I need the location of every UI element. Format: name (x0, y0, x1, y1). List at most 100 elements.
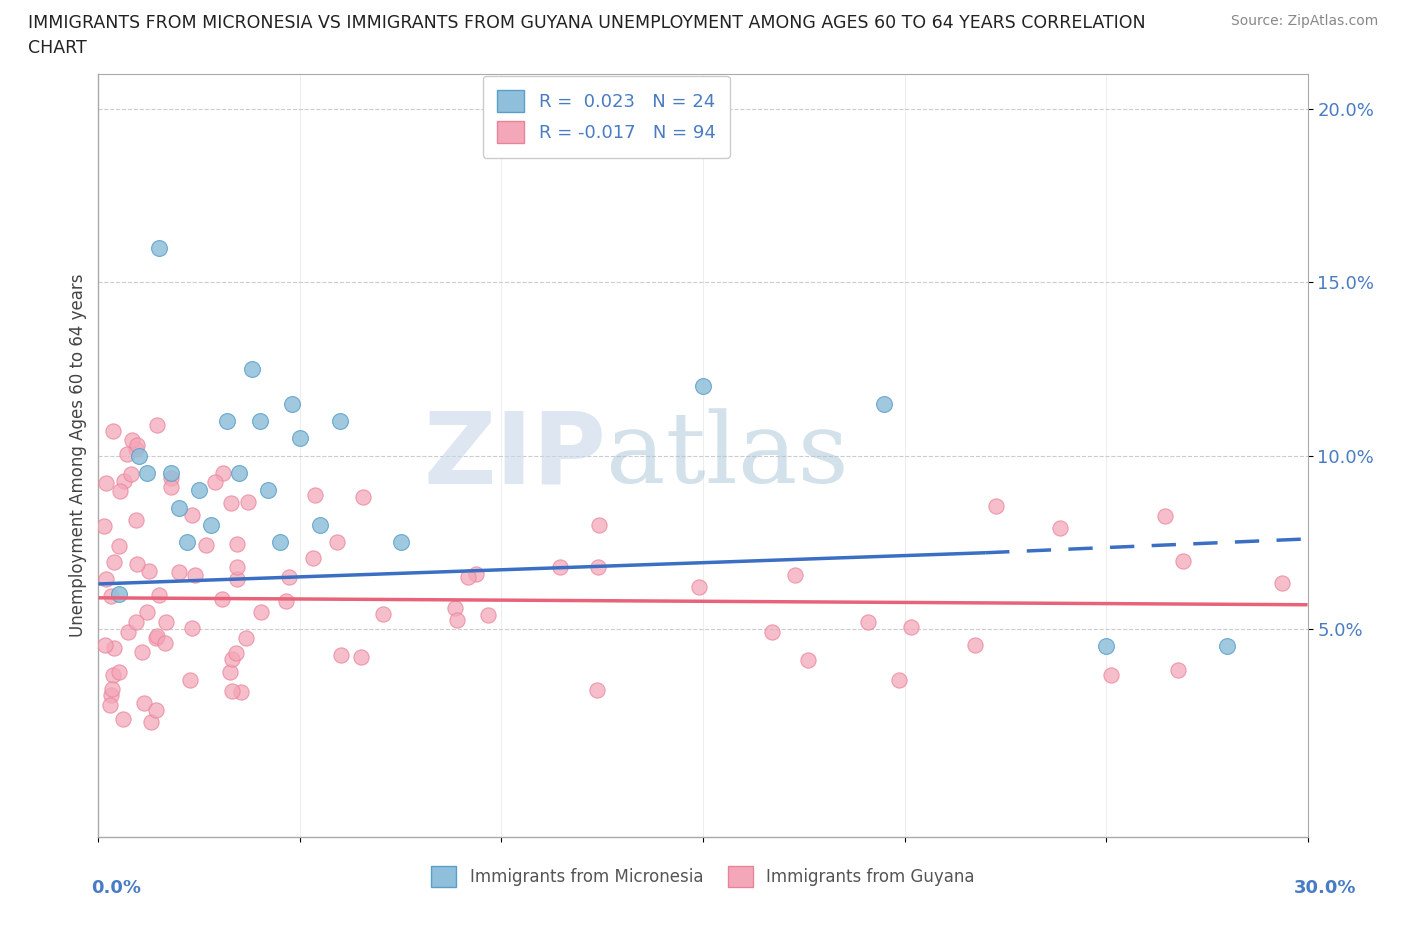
Y-axis label: Unemployment Among Ages 60 to 64 years: Unemployment Among Ages 60 to 64 years (69, 274, 87, 637)
Text: IMMIGRANTS FROM MICRONESIA VS IMMIGRANTS FROM GUYANA UNEMPLOYMENT AMONG AGES 60 : IMMIGRANTS FROM MICRONESIA VS IMMIGRANTS… (28, 14, 1146, 32)
Point (1099, 668, 1122, 683)
Point (1153, 509, 1175, 524)
Point (900, 620, 922, 635)
Point (548, 559, 571, 574)
Point (135, 604, 157, 619)
Point (1171, 553, 1194, 568)
Point (200, 518, 222, 533)
Point (128, 448, 150, 463)
Point (225, 645, 247, 660)
Point (221, 652, 243, 667)
Point (281, 396, 304, 411)
Point (112, 711, 135, 726)
Point (1095, 639, 1118, 654)
Point (108, 664, 131, 679)
Point (93, 519, 115, 534)
Point (131, 644, 153, 659)
Point (228, 466, 250, 481)
Point (146, 418, 169, 432)
Point (176, 535, 198, 550)
Point (160, 466, 183, 481)
Point (160, 480, 183, 495)
Text: CHART: CHART (28, 39, 87, 57)
Point (148, 587, 170, 602)
Point (94, 571, 117, 586)
Point (219, 496, 242, 511)
Point (225, 560, 247, 575)
Point (221, 684, 243, 698)
Point (389, 535, 412, 550)
Point (146, 629, 169, 644)
Text: Source: ZipAtlas.com: Source: ZipAtlas.com (1230, 14, 1378, 28)
Point (238, 495, 260, 510)
Point (586, 560, 609, 575)
Point (101, 423, 124, 438)
Point (155, 615, 177, 630)
Point (108, 539, 131, 554)
Point (325, 535, 347, 550)
Point (1216, 639, 1239, 654)
Point (94, 638, 117, 653)
Point (188, 483, 211, 498)
Point (329, 414, 352, 429)
Legend: Immigrants from Micronesia, Immigrants from Guyana: Immigrants from Micronesia, Immigrants f… (425, 860, 981, 894)
Point (688, 579, 710, 594)
Point (446, 613, 468, 628)
Point (121, 467, 143, 482)
Point (115, 446, 138, 461)
Point (225, 537, 247, 551)
Point (121, 432, 143, 447)
Point (217, 414, 239, 429)
Point (1049, 521, 1071, 536)
Point (138, 564, 160, 578)
Point (145, 702, 167, 717)
Point (125, 556, 148, 571)
Point (304, 488, 326, 503)
Point (240, 362, 263, 377)
Point (457, 570, 479, 585)
Point (125, 442, 148, 457)
Point (586, 683, 609, 698)
Point (309, 518, 332, 533)
Point (249, 414, 271, 429)
Point (887, 672, 910, 687)
Point (117, 624, 139, 639)
Point (100, 687, 122, 702)
Point (184, 567, 207, 582)
Point (135, 466, 157, 481)
Point (159, 471, 181, 485)
Point (155, 635, 177, 650)
Point (112, 473, 135, 488)
Point (783, 568, 806, 583)
Point (588, 517, 610, 532)
Point (761, 624, 783, 639)
Point (276, 593, 298, 608)
Point (477, 608, 499, 623)
Point (125, 438, 148, 453)
Point (167, 500, 190, 515)
Point (211, 591, 233, 606)
Point (141, 715, 163, 730)
Point (167, 565, 190, 579)
Point (288, 431, 311, 445)
Text: ZIP: ZIP (423, 407, 606, 504)
Point (132, 695, 155, 710)
Point (219, 665, 242, 680)
Point (873, 396, 896, 411)
Point (465, 566, 488, 581)
Point (145, 631, 167, 645)
Point (94, 475, 117, 490)
Point (225, 571, 247, 586)
Point (373, 607, 395, 622)
Text: atlas: atlas (606, 407, 849, 504)
Point (98, 698, 121, 712)
Point (148, 240, 170, 255)
Point (181, 508, 204, 523)
Point (444, 600, 467, 615)
Point (204, 474, 226, 489)
Point (302, 551, 325, 565)
Point (797, 652, 820, 667)
Point (692, 379, 714, 393)
Point (256, 483, 278, 498)
Point (180, 620, 202, 635)
